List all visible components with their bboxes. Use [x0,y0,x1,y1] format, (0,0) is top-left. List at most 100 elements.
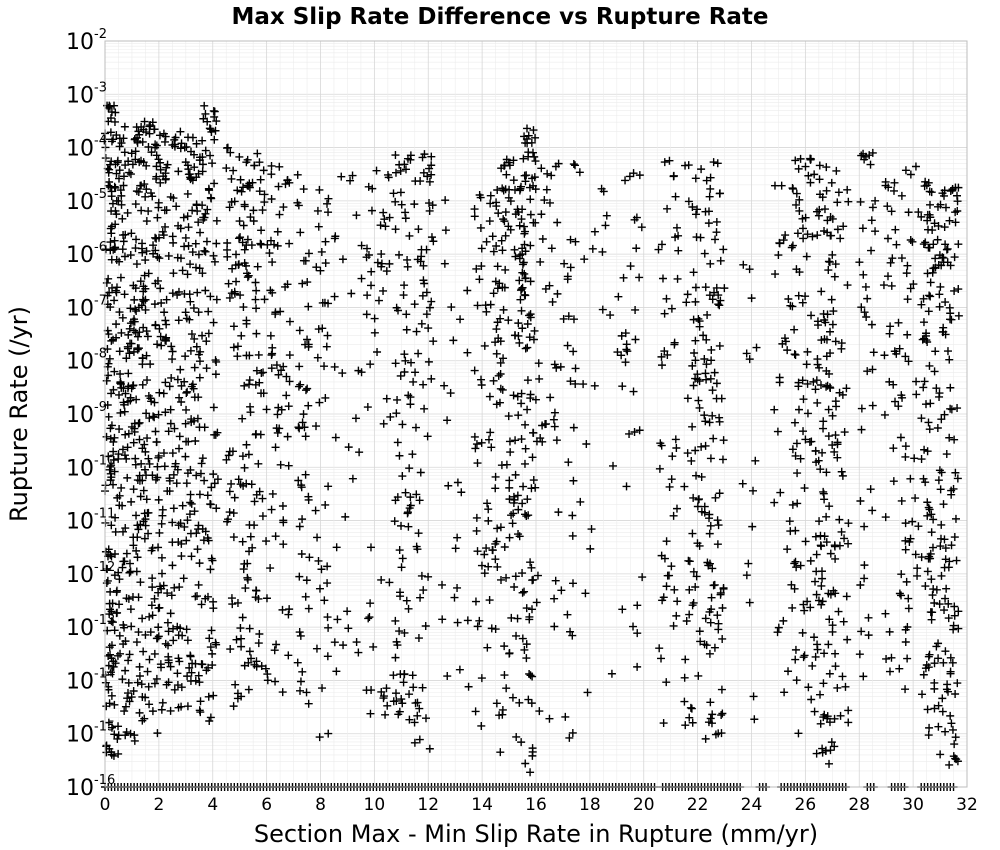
data-point [822,366,831,375]
data-point [921,478,930,487]
data-point [491,625,500,634]
data-point [943,347,952,356]
data-point [121,702,130,711]
data-point [923,498,932,507]
data-point [831,431,840,440]
data-point [312,263,321,272]
data-point [742,571,751,580]
data-point [950,253,959,262]
data-point [416,468,425,477]
data-point [816,381,825,390]
data-point [569,476,578,485]
data-point [521,247,530,256]
data-point [224,451,233,460]
data-point [156,284,165,293]
data-point [857,627,866,636]
data-point [116,408,125,417]
data-point [145,612,154,621]
data-point [168,449,177,458]
data-point [672,443,681,452]
data-point [105,102,114,111]
data-point [298,279,307,288]
data-point [688,203,697,212]
data-point [364,182,373,191]
data-point [922,329,931,338]
data-point [186,651,195,660]
data-point [706,618,715,627]
data-point [257,369,266,378]
data-point [937,468,946,477]
data-point [400,628,409,637]
data-point [321,237,330,246]
data-point [144,269,153,278]
data-point [942,685,951,694]
data-point [749,486,758,495]
data-point [282,391,291,400]
data-point [949,484,958,493]
data-point [890,178,899,187]
data-point [272,640,281,649]
data-point [275,424,284,433]
data-point [799,234,808,243]
data-point [284,610,293,619]
data-point [926,399,935,408]
data-point [811,447,820,456]
data-point [314,325,323,334]
data-point [118,675,127,684]
data-point [867,320,876,329]
data-point [705,418,714,427]
data-point [500,642,509,651]
data-point [528,453,537,462]
data-point [472,440,481,449]
data-point [515,338,524,347]
data-point [438,580,446,589]
data-point [883,234,892,243]
data-point [816,719,825,728]
data-point [844,706,853,715]
data-point [273,241,282,250]
data-point [120,252,129,261]
data-point [233,186,242,195]
data-point [784,667,793,676]
data-point [396,592,405,601]
data-point [537,164,546,173]
data-point [223,252,232,261]
data-point [510,582,519,591]
data-point [343,607,352,616]
data-point [920,377,929,386]
data-point [177,139,186,148]
data-point [683,449,692,458]
data-point [505,483,514,492]
data-point [160,308,169,317]
data-point [119,181,128,190]
data-point [279,540,288,549]
data-point [203,491,212,500]
data-point [869,348,878,357]
data-point [841,682,850,691]
data-point [193,545,202,554]
data-point [883,272,892,281]
data-point [689,381,698,390]
data-point [790,559,799,568]
data-point [671,233,680,242]
data-point [635,171,644,180]
data-point [311,506,320,515]
data-point [949,625,958,634]
data-point [413,711,422,720]
data-point [691,210,700,219]
data-point [153,473,162,482]
data-point [184,437,193,446]
data-point [492,325,501,334]
data-point [152,151,161,160]
data-point [450,593,459,602]
data-point [186,297,195,306]
data-point [820,227,829,236]
data-point [243,273,252,282]
data-point [117,483,126,492]
data-point [114,568,123,577]
data-point [700,508,709,517]
data-point [124,678,133,687]
data-point [941,647,950,656]
data-point [550,408,559,417]
data-point [176,144,185,153]
